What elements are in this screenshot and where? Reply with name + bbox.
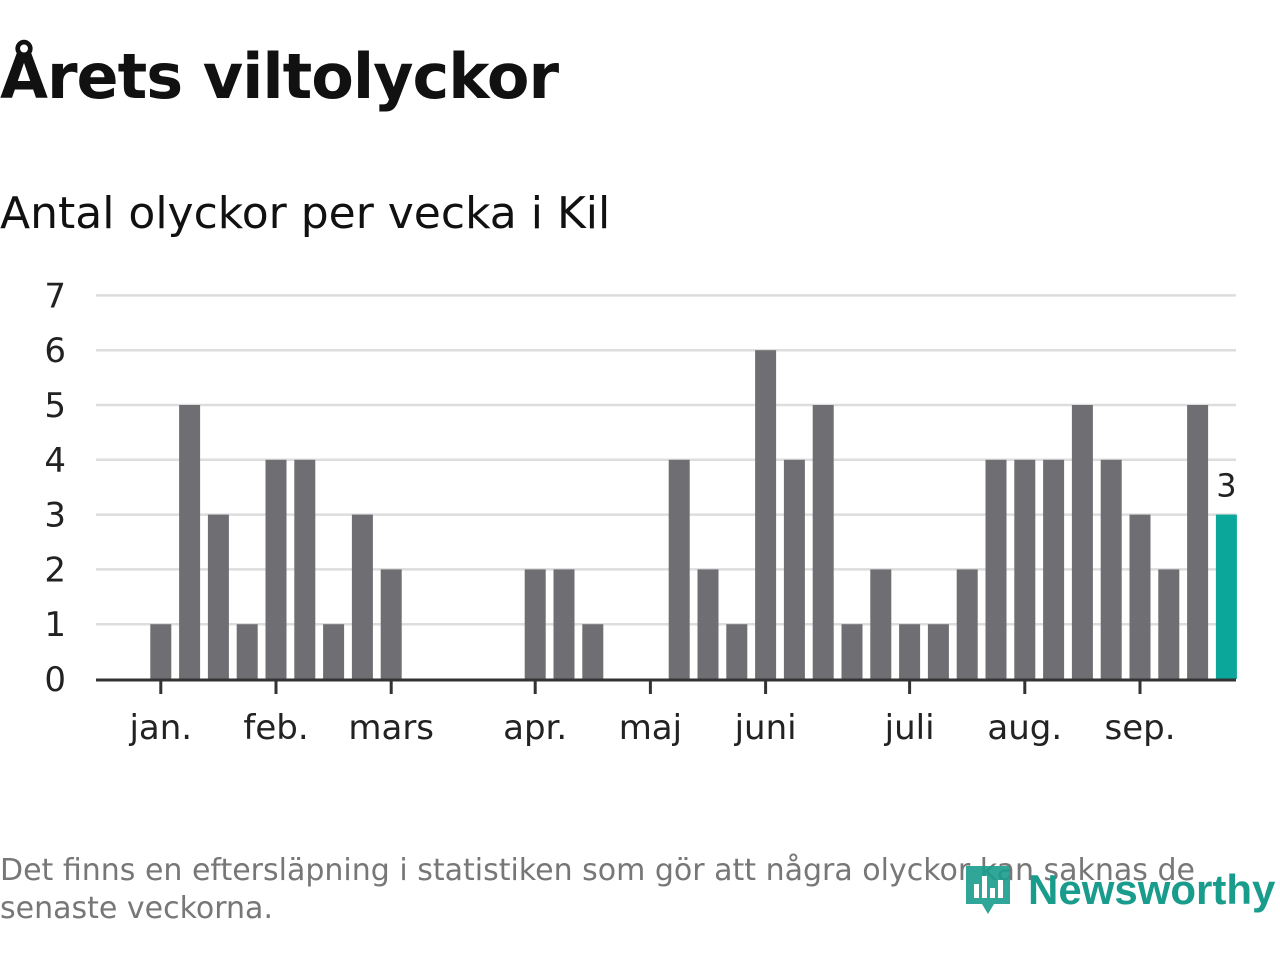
logo-text: Newsworthy [1028,866,1276,913]
bar [582,624,604,679]
y-tick-label: 4 [44,441,66,481]
bar [1014,459,1036,679]
y-tick-label: 2 [44,550,66,590]
bar [755,350,777,679]
bar [236,624,258,679]
chart-subtitle: Antal olyckor per vecka i Kil [0,188,611,239]
bar [553,569,575,679]
bar [207,514,229,679]
bar [1129,514,1151,679]
bar [870,569,892,679]
y-axis-ticks: 0 1 2 3 4 5 6 7 [44,276,66,700]
bar [150,624,172,679]
y-tick-label: 3 [44,496,66,536]
bar [380,569,402,679]
bar [1187,405,1209,679]
bar [985,459,1007,679]
x-tick-label: apr. [503,708,567,748]
bar [1100,459,1122,679]
x-tick-label: juli [884,708,935,748]
bar [294,459,316,679]
y-tick-label: 7 [44,276,66,316]
bar [1043,459,1065,679]
bar [841,624,863,679]
y-tick-label: 1 [44,605,66,645]
bar-chart: 0 1 2 3 4 5 6 7 jan. feb. mars apr. maj juni juli aug.… [44,276,1237,748]
data-label-last: 3 [1216,467,1236,505]
y-tick-label: 0 [44,660,66,700]
x-tick-label: aug. [987,708,1062,748]
bar [726,624,748,679]
bar [899,624,921,679]
bars [150,350,1237,679]
newsworthy-logo-icon [966,866,1010,914]
bar [323,624,345,679]
bar [1158,569,1180,679]
bar [697,569,719,679]
x-tick-label: feb. [243,708,308,748]
y-tick-label: 6 [44,331,66,371]
x-tick-label: maj [619,708,682,748]
data-labels: 3 [1216,467,1236,505]
x-tick-label: sep. [1104,708,1175,748]
newsworthy-logo: Newsworthy [962,862,1275,918]
x-tick-label: juni [734,708,797,748]
bar [179,405,201,679]
bar [668,459,690,679]
bar [265,459,287,679]
bar [1071,405,1093,679]
x-tick-label: jan. [128,708,192,748]
y-tick-label: 5 [44,386,66,426]
x-axis-ticks: jan. feb. mars apr. maj juni juli aug. sep. [128,680,1176,748]
bar [956,569,978,679]
chart-title: Årets viltolyckor [0,40,559,113]
bar [927,624,949,679]
bar [812,405,834,679]
bar [524,569,546,679]
bar [783,459,805,679]
x-tick-label: mars [348,708,434,748]
bar-highlight [1215,514,1237,679]
bar [351,514,373,679]
